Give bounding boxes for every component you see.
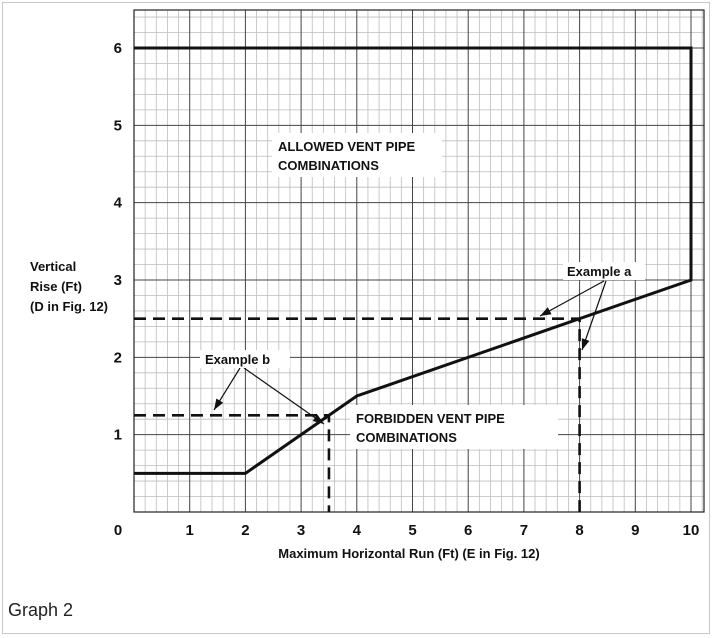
x-tick-label-9: 9	[631, 522, 639, 539]
y-tick-label-5: 5	[114, 117, 122, 134]
y-axis-title-line-2: Rise (Ft)	[30, 279, 82, 294]
allowed-label-line-1: ALLOWED VENT PIPE	[278, 139, 416, 154]
allowed-label-bg	[272, 133, 442, 177]
example-dashed-line-b	[134, 414, 331, 512]
forbidden-label-bg	[350, 405, 558, 449]
x-axis-title: Maximum Horizontal Run (Ft) (E in Fig. 1…	[278, 546, 539, 561]
boundary-line	[134, 46, 693, 475]
y-tick-labels: 1 2 3 4 5 6	[114, 40, 123, 444]
example-a-arrow-right	[581, 280, 607, 351]
x-tick-label-0: 0	[114, 522, 122, 539]
example-a-label: Example a	[567, 264, 632, 279]
allowed-label-line-2: COMBINATIONS	[278, 158, 379, 173]
y-axis-title-line-1: Vertical	[30, 259, 76, 274]
example-b-arrow-right	[243, 367, 325, 425]
example-a-arrow-left	[539, 280, 605, 317]
x-tick-label-4: 4	[353, 522, 362, 539]
grid-minor-lines	[134, 10, 704, 512]
x-tick-labels: 0 1 2 3 4 5 6 7 8 9 10	[114, 522, 700, 539]
x-tick-label-2: 2	[241, 522, 249, 539]
example-b-arrow-left	[213, 367, 241, 411]
example-b-label-bg	[200, 350, 290, 368]
plot-border	[133, 9, 705, 513]
graph-caption: Graph 2	[8, 600, 74, 620]
forbidden-label-line-2: COMBINATIONS	[356, 430, 457, 445]
annotation-arrows	[213, 280, 607, 425]
forbidden-label-line-1: FORBIDDEN VENT PIPE	[356, 411, 505, 426]
x-tick-label-8: 8	[575, 522, 583, 539]
x-tick-label-3: 3	[297, 522, 305, 539]
x-tick-label-10: 10	[683, 522, 700, 539]
y-tick-label-3: 3	[114, 272, 122, 289]
example-a-label-bg	[563, 262, 645, 280]
x-tick-label-1: 1	[186, 522, 194, 539]
x-tick-label-6: 6	[464, 522, 472, 539]
y-tick-label-2: 2	[114, 349, 122, 366]
y-tick-label-4: 4	[114, 195, 123, 212]
x-tick-label-7: 7	[520, 522, 528, 539]
x-tick-label-5: 5	[408, 522, 416, 539]
example-b-label: Example b	[205, 352, 270, 367]
y-tick-label-6: 6	[114, 40, 122, 57]
y-axis-title-line-3: (D in Fig. 12)	[30, 299, 108, 314]
y-tick-label-1: 1	[114, 427, 122, 444]
